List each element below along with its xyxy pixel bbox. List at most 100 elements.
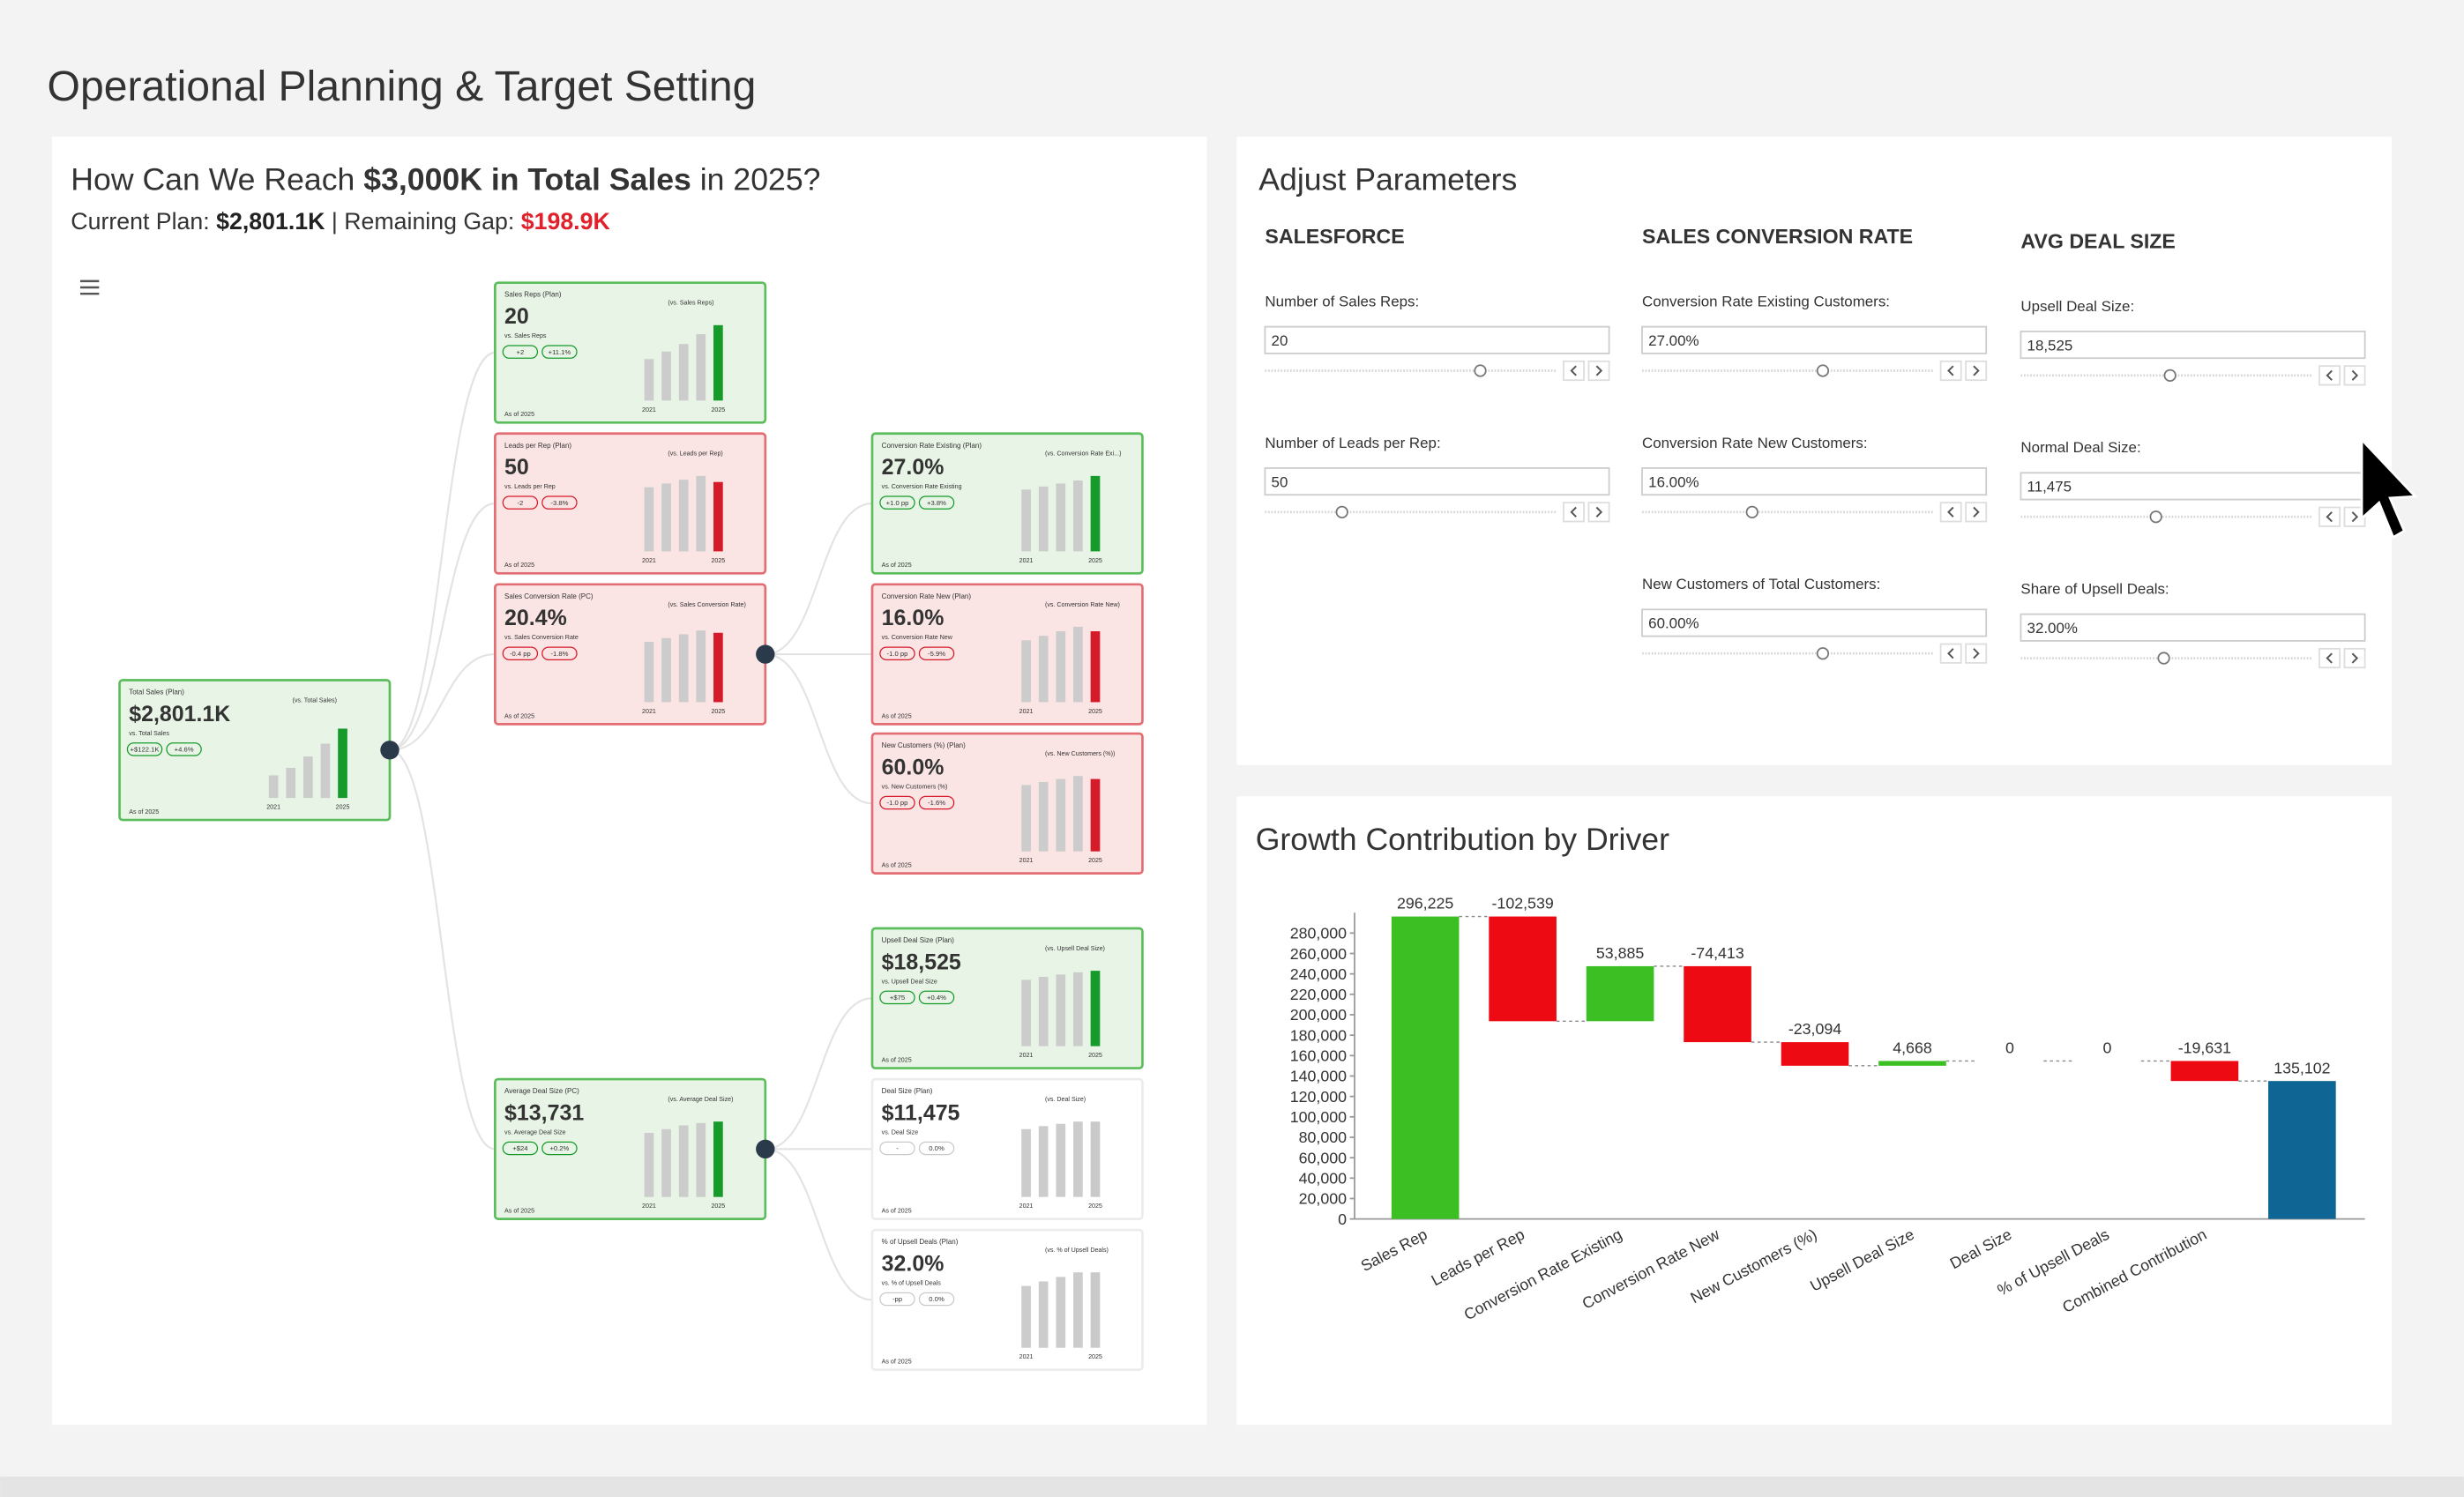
step-button[interactable] (1965, 360, 1988, 382)
link-node[interactable] (756, 1139, 775, 1159)
param-value[interactable]: 50 (1272, 473, 1288, 490)
pill-label: -0.4 pp (510, 650, 531, 658)
value-label: 296,225 (1397, 895, 1453, 912)
value-label: 53,885 (1596, 944, 1645, 962)
param-label: New Customers of Total Customers: (1642, 576, 1880, 592)
spark-bar (286, 767, 296, 799)
step-button[interactable] (1939, 502, 1962, 523)
spark-bar (1056, 483, 1066, 552)
step-button[interactable] (2318, 365, 2341, 386)
pill-label: -3.8% (550, 499, 568, 507)
param-value[interactable]: 20 (1272, 332, 1288, 349)
year-label: 2025 (1088, 857, 1102, 864)
step-button[interactable] (1939, 643, 1962, 664)
spark-bar (661, 637, 671, 703)
slider-knob[interactable] (1335, 505, 1348, 518)
step-button[interactable] (2343, 647, 2366, 669)
kpi-card[interactable] (494, 432, 767, 575)
param-value[interactable]: 18,525 (2027, 337, 2073, 354)
card-as-of: As of 2025 (882, 1359, 912, 1366)
step-button[interactable] (1563, 360, 1586, 382)
spark-bar (1090, 1121, 1101, 1197)
year-label: 2021 (642, 708, 656, 715)
param-input[interactable] (1641, 608, 1988, 637)
card-as-of: As of 2025 (882, 1208, 912, 1215)
spark-bar (1021, 785, 1031, 852)
link-node[interactable] (380, 741, 399, 760)
step-button[interactable] (1563, 502, 1586, 523)
param-label: Number of Leads per Rep: (1265, 435, 1440, 451)
year-label: 2025 (711, 708, 725, 715)
param-label: Number of Sales Reps: (1265, 293, 1419, 309)
spark-bar (713, 632, 723, 703)
pill (879, 495, 915, 510)
param-value[interactable]: 27.00% (1648, 332, 1699, 349)
card-value: 50 (504, 455, 529, 480)
spark-bar (696, 1122, 706, 1197)
spark-bar (678, 1125, 689, 1197)
step-button[interactable] (2318, 506, 2341, 527)
slider-knob[interactable] (1745, 505, 1758, 518)
card-value: 20 (504, 304, 529, 329)
spark-bar (1021, 979, 1031, 1046)
card-title: Upsell Deal Size (Plan) (882, 936, 955, 944)
step-button[interactable] (1965, 502, 1988, 523)
card-legend: (vs. Total Sales) (293, 696, 337, 704)
question: How Can We Reach $3,000K in Total Sales … (71, 162, 820, 197)
link-node[interactable] (756, 644, 775, 664)
step-button[interactable] (1965, 643, 1988, 664)
bar (2268, 1081, 2336, 1219)
param-input[interactable] (1641, 325, 1988, 354)
slider-knob[interactable] (1474, 364, 1487, 377)
card-legend: (vs. Sales Reps) (668, 300, 713, 307)
param-input[interactable] (2020, 331, 2366, 360)
pill-label: +11.1% (549, 348, 571, 356)
spark-bar (1090, 631, 1101, 703)
step-button[interactable] (2318, 647, 2341, 669)
slider-knob[interactable] (2163, 369, 2177, 382)
slider-knob[interactable] (2149, 510, 2162, 524)
spark-bar (1056, 631, 1066, 703)
spark-bar (1038, 486, 1049, 552)
slider-knob[interactable] (1816, 647, 1830, 660)
step-button[interactable] (1587, 502, 1610, 523)
param-label: Share of Upsell Deals: (2020, 580, 2169, 597)
kpi-card[interactable] (494, 281, 767, 424)
y-tick-label: 40,000 (1299, 1170, 1348, 1188)
step-button[interactable] (1939, 360, 1962, 382)
card-legend: (vs. Sales Conversion Rate) (668, 601, 746, 608)
param-value[interactable]: 32.00% (2027, 620, 2078, 637)
y-tick-label: 280,000 (1290, 925, 1347, 942)
tree-link (389, 502, 496, 751)
slider-knob[interactable] (2157, 652, 2170, 665)
param-input[interactable] (1641, 467, 1988, 496)
card-compare: vs. Deal Size (882, 1128, 919, 1136)
spark-bar (661, 351, 671, 401)
slider-knob[interactable] (1816, 364, 1830, 377)
plan-label: Current Plan: (71, 208, 216, 235)
step-button[interactable] (1587, 360, 1610, 382)
card-as-of: As of 2025 (504, 1208, 534, 1215)
param-input[interactable] (2020, 613, 2366, 642)
param-input[interactable] (1264, 325, 1610, 354)
pill (502, 345, 539, 359)
pill-label: 0.0% (929, 1144, 945, 1152)
param-value[interactable]: 60.00% (1648, 615, 1699, 632)
step-button[interactable] (2343, 365, 2366, 386)
year-label: 2021 (642, 1203, 656, 1210)
card-compare: vs. % of Upsell Deals (882, 1279, 942, 1286)
menu-icon[interactable] (79, 279, 100, 295)
pill-label: -1.0 pp (887, 650, 908, 658)
pill-label: +2 (517, 348, 525, 356)
card-title: New Customers (%) (Plan) (882, 741, 966, 749)
spark-bar (268, 775, 279, 799)
year-label: 2021 (642, 557, 656, 564)
param-input[interactable] (2020, 472, 2366, 501)
y-tick-label: 100,000 (1290, 1108, 1347, 1126)
param-value[interactable]: 16.00% (1648, 473, 1699, 490)
param-value[interactable]: 11,475 (2027, 479, 2072, 495)
pill (918, 990, 955, 1005)
param-input[interactable] (1264, 467, 1610, 496)
year-label: 2025 (711, 1203, 725, 1210)
value-label: 0 (2005, 1039, 2014, 1057)
